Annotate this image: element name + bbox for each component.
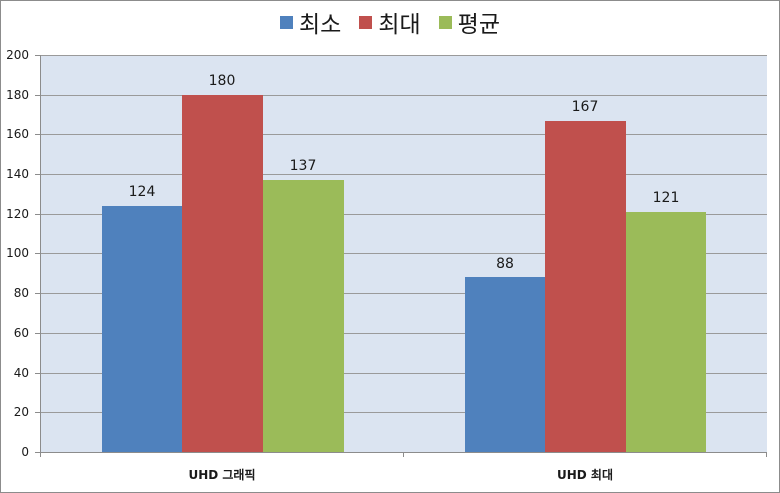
bar-uhd-max-avg[interactable] xyxy=(626,212,706,452)
y-tick-mark xyxy=(35,214,40,215)
y-tick-mark xyxy=(35,373,40,374)
gridline-120 xyxy=(40,214,767,215)
gridline-80 xyxy=(40,293,767,294)
x-tick-mark xyxy=(766,452,767,457)
legend-item-max[interactable]: 최대 xyxy=(359,5,421,39)
x-tick-mark xyxy=(40,452,41,457)
y-tick-mark xyxy=(35,412,40,413)
y-tick-mark xyxy=(35,253,40,254)
data-label-uhd-graphic-min: 124 xyxy=(128,184,156,200)
bar-uhd-graphic-avg[interactable] xyxy=(263,180,344,452)
legend-label-avg: 평균 xyxy=(457,12,500,38)
y-tick-label-200: 200 xyxy=(6,48,29,62)
y-tick-mark xyxy=(35,134,40,135)
gridline-160 xyxy=(40,134,767,135)
y-tick-mark xyxy=(35,55,40,56)
x-category-label-uhd-graphic: UHD 그래픽 xyxy=(188,468,256,482)
legend-label-min: 최소 xyxy=(299,12,342,38)
y-tick-mark xyxy=(35,174,40,175)
data-label-uhd-max-avg: 121 xyxy=(652,190,680,206)
bar-uhd-max-min[interactable] xyxy=(465,277,545,452)
gridline-20 xyxy=(40,412,767,413)
y-tick-label-0: 0 xyxy=(21,445,29,459)
x-tick-mark xyxy=(403,452,404,457)
y-tick-label-100: 100 xyxy=(6,246,29,260)
y-tick-label-120: 120 xyxy=(6,207,29,221)
gridline-60 xyxy=(40,333,767,334)
legend: 최소 최대 평균 xyxy=(0,6,780,38)
legend-swatch-avg-icon xyxy=(438,15,452,29)
y-tick-mark xyxy=(35,293,40,294)
y-tick-mark xyxy=(35,95,40,96)
y-tick-label-40: 40 xyxy=(13,366,29,380)
y-tick-label-80: 80 xyxy=(13,286,29,300)
data-label-uhd-graphic-avg: 137 xyxy=(289,158,317,174)
y-tick-label-180: 180 xyxy=(6,88,29,102)
data-label-uhd-max-max: 167 xyxy=(571,99,599,115)
legend-swatch-max-icon xyxy=(359,15,373,29)
gridline-180 xyxy=(40,95,767,96)
bar-uhd-max-max[interactable] xyxy=(545,121,626,452)
y-tick-label-20: 20 xyxy=(13,405,29,419)
legend-label-max: 최대 xyxy=(378,12,421,38)
y-tick-label-140: 140 xyxy=(6,167,29,181)
legend-item-min[interactable]: 최소 xyxy=(280,5,341,39)
bar-uhd-graphic-max[interactable] xyxy=(182,95,263,452)
x-category-label-uhd-max: UHD 최대 xyxy=(556,468,613,482)
gridline-140 xyxy=(40,174,767,175)
y-tick-mark xyxy=(35,452,40,453)
y-tick-label-60: 60 xyxy=(13,326,29,340)
y-tick-mark xyxy=(35,333,40,334)
bar-uhd-graphic-min[interactable] xyxy=(102,206,182,452)
legend-swatch-min-icon xyxy=(280,15,293,29)
data-label-uhd-max-min: 88 xyxy=(496,256,514,272)
y-axis-line xyxy=(40,55,41,453)
data-label-uhd-graphic-max: 180 xyxy=(208,73,236,89)
gridline-200 xyxy=(40,55,767,56)
legend-item-avg[interactable]: 평균 xyxy=(438,5,500,39)
gridline-40 xyxy=(40,373,767,374)
gridline-100 xyxy=(40,253,767,254)
y-tick-label-160: 160 xyxy=(6,127,29,141)
